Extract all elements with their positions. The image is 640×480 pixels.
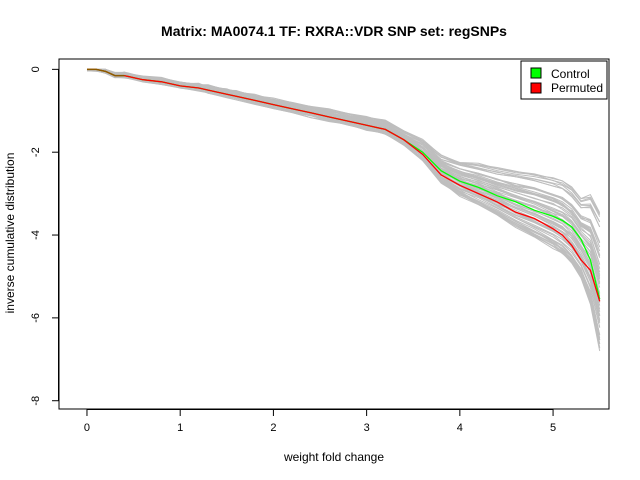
y-axis-label: inverse cumulative distribution <box>3 153 17 314</box>
legend-swatch-permuted <box>530 82 542 94</box>
series-line-permuted <box>87 68 601 302</box>
x-tick-label: 4 <box>457 422 463 434</box>
background-line <box>86 68 601 300</box>
background-line <box>86 68 601 280</box>
background-line <box>86 69 601 297</box>
legend-label-permuted: Permuted <box>551 81 603 95</box>
y-tick-label: -6 <box>30 313 42 323</box>
legend-label-control: Control <box>551 67 590 81</box>
x-tick-label: 5 <box>550 422 556 434</box>
y-tick-label: -2 <box>30 147 42 157</box>
background-line <box>87 68 601 256</box>
background-line <box>86 68 601 283</box>
x-axis: 0 1 2 3 4 5 <box>84 409 556 434</box>
background-line <box>87 68 601 273</box>
legend: Control Permuted <box>520 60 608 100</box>
x-tick-label: 3 <box>364 422 370 434</box>
background-line <box>86 69 601 328</box>
background-lines <box>86 68 601 352</box>
x-tick-label: 2 <box>270 422 276 434</box>
y-tick-label: -8 <box>30 396 42 406</box>
background-line <box>87 68 601 243</box>
legend-swatch-control <box>530 67 542 79</box>
x-tick-label: 1 <box>177 422 183 434</box>
background-line <box>87 68 601 293</box>
background-line <box>86 68 601 295</box>
background-line <box>87 68 601 300</box>
chart-title: Matrix: MA0074.1 TF: RXRA::VDR SNP set: … <box>161 23 507 39</box>
x-axis-label: weight fold change <box>283 450 384 464</box>
series-lines <box>87 68 601 302</box>
series-line-control <box>87 68 601 300</box>
y-axis: 0 -2 -4 -6 -8 <box>30 66 59 406</box>
background-line <box>86 70 601 324</box>
series-overlap <box>87 68 125 77</box>
x-tick-label: 0 <box>84 422 90 434</box>
y-tick-label: -4 <box>30 230 42 240</box>
y-tick-label: 0 <box>30 66 42 72</box>
background-line <box>86 68 601 275</box>
